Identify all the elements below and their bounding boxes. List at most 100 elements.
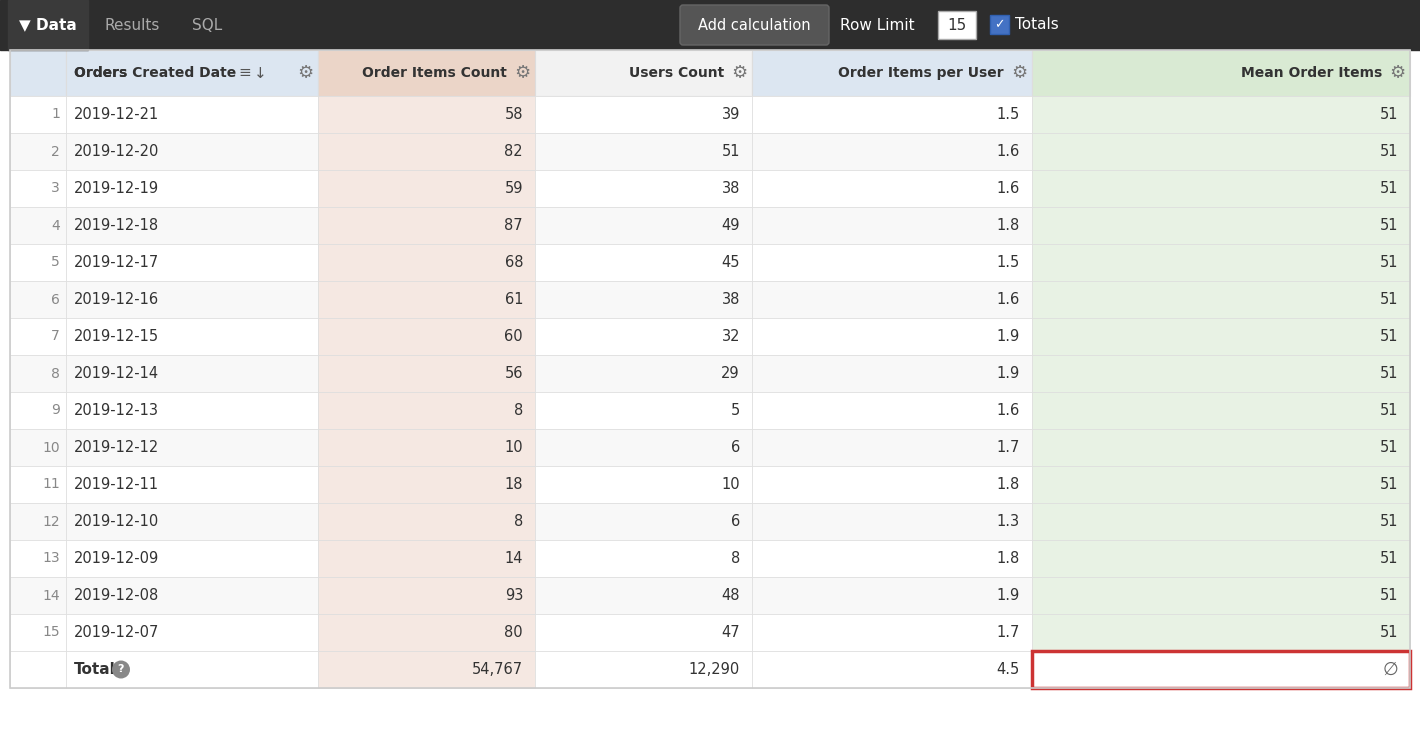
Bar	[65, 207, 318, 244]
Bar	[65, 614, 318, 651]
Bar	[1032, 429, 1410, 466]
Bar	[1032, 503, 1410, 540]
Bar	[10, 207, 65, 244]
Text: 59: 59	[504, 181, 523, 196]
Bar	[318, 503, 535, 540]
Bar	[535, 50, 753, 96]
Bar	[10, 577, 65, 614]
Text: 54,767: 54,767	[471, 662, 523, 677]
Text: ▼ Data: ▼ Data	[18, 18, 77, 32]
Text: 2019-12-15: 2019-12-15	[74, 329, 159, 344]
Text: 58: 58	[504, 107, 523, 122]
Bar	[535, 244, 753, 281]
Text: Mean Order Items: Mean Order Items	[1241, 66, 1382, 80]
Bar	[318, 50, 535, 96]
Bar	[1032, 244, 1410, 281]
Bar	[10, 318, 65, 355]
Bar	[318, 466, 535, 503]
Text: 8: 8	[514, 403, 523, 418]
Text: 51: 51	[1379, 144, 1399, 159]
Bar	[753, 170, 1032, 207]
Bar	[753, 466, 1032, 503]
Bar	[318, 577, 535, 614]
Bar	[9, 0, 88, 50]
Bar	[10, 540, 65, 577]
Bar	[65, 281, 318, 318]
Bar	[535, 207, 753, 244]
Text: Order Items Count: Order Items Count	[362, 66, 507, 80]
Text: SQL: SQL	[192, 18, 223, 32]
Circle shape	[112, 661, 131, 678]
Text: 51: 51	[1379, 255, 1399, 270]
Text: 1.7: 1.7	[997, 440, 1020, 455]
Text: 4.5: 4.5	[997, 662, 1020, 677]
Text: 51: 51	[1379, 329, 1399, 344]
Text: 51: 51	[1379, 477, 1399, 492]
Text: 8: 8	[51, 366, 60, 380]
Bar	[1032, 651, 1410, 688]
Text: 15: 15	[947, 18, 967, 32]
Bar	[1032, 540, 1410, 577]
Bar	[10, 466, 65, 503]
Bar	[65, 355, 318, 392]
Text: 2019-12-11: 2019-12-11	[74, 477, 159, 492]
Text: 51: 51	[1379, 107, 1399, 122]
Text: 6: 6	[731, 440, 740, 455]
Text: 2: 2	[51, 145, 60, 159]
Bar	[535, 651, 753, 688]
Text: Orders Created Date: Orders Created Date	[74, 66, 236, 80]
Bar	[318, 244, 535, 281]
Bar	[10, 281, 65, 318]
Bar	[753, 651, 1032, 688]
Text: 12,290: 12,290	[689, 662, 740, 677]
Text: 39: 39	[721, 107, 740, 122]
Bar	[318, 96, 535, 133]
Text: 2019-12-09: 2019-12-09	[74, 551, 159, 566]
Text: ⚙: ⚙	[731, 64, 747, 82]
Text: 7: 7	[51, 330, 60, 344]
Bar	[10, 96, 65, 133]
Text: ⚙: ⚙	[1011, 64, 1027, 82]
Bar	[10, 503, 65, 540]
Bar	[535, 614, 753, 651]
Bar	[65, 244, 318, 281]
Text: Users Count: Users Count	[629, 66, 724, 80]
Text: 2019-12-14: 2019-12-14	[74, 366, 159, 381]
Text: 45: 45	[721, 255, 740, 270]
Text: 51: 51	[1379, 218, 1399, 233]
Bar	[535, 392, 753, 429]
Bar	[753, 318, 1032, 355]
Text: ↓: ↓	[254, 65, 267, 81]
Bar	[10, 651, 65, 688]
Bar	[535, 466, 753, 503]
Bar	[318, 614, 535, 651]
Text: 82: 82	[504, 144, 523, 159]
Bar	[318, 207, 535, 244]
Text: 3: 3	[51, 181, 60, 195]
Text: 51: 51	[1379, 181, 1399, 196]
Bar	[65, 503, 318, 540]
Text: 18: 18	[504, 477, 523, 492]
Text: 32: 32	[721, 329, 740, 344]
Bar	[753, 614, 1032, 651]
Text: 51: 51	[1379, 366, 1399, 381]
Bar	[753, 133, 1032, 170]
Text: 2019-12-21: 2019-12-21	[74, 107, 159, 122]
Text: Orders: Orders	[74, 66, 132, 80]
Bar	[65, 540, 318, 577]
Bar	[1032, 281, 1410, 318]
Text: 47: 47	[721, 625, 740, 640]
Bar	[10, 429, 65, 466]
Bar	[318, 133, 535, 170]
Bar	[1032, 466, 1410, 503]
Text: 1.9: 1.9	[997, 329, 1020, 344]
Text: 87: 87	[504, 218, 523, 233]
Bar	[1032, 651, 1410, 688]
Text: 1: 1	[51, 107, 60, 122]
Text: 2019-12-16: 2019-12-16	[74, 292, 159, 307]
Bar	[10, 133, 65, 170]
Bar	[10, 392, 65, 429]
Text: 1.6: 1.6	[997, 292, 1020, 307]
Text: 60: 60	[504, 329, 523, 344]
Bar	[318, 540, 535, 577]
